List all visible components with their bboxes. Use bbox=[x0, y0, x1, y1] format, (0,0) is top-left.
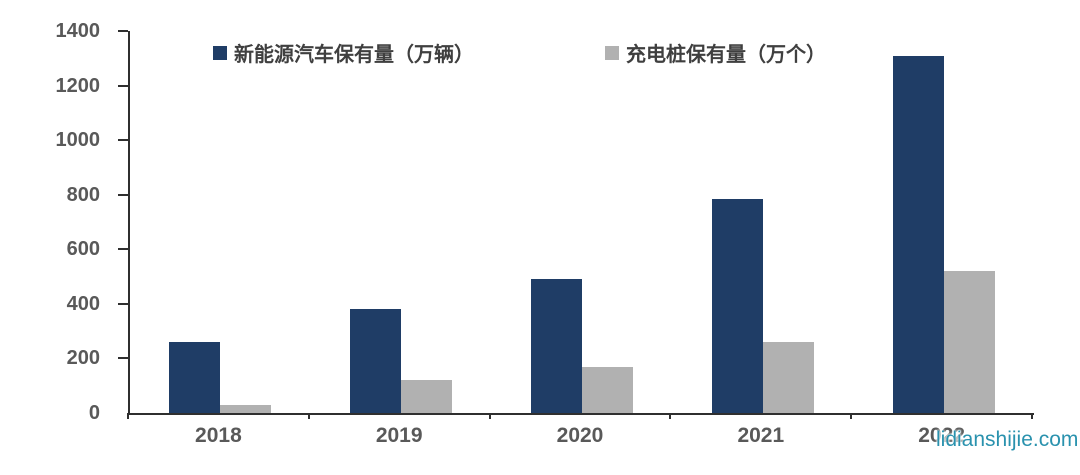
watermark: lidianshijie.com bbox=[936, 428, 1079, 451]
y-axis-tick-mark bbox=[118, 193, 128, 196]
x-axis-category-label: 2019 bbox=[375, 424, 423, 447]
x-axis-category-label: 2018 bbox=[195, 424, 242, 447]
legend-label-nev: 新能源汽车保有量（万辆） bbox=[234, 44, 474, 66]
y-axis-tick-mark bbox=[118, 139, 128, 142]
y-axis-tick-label: 200 bbox=[66, 347, 100, 370]
x-axis-category-label: 2020 bbox=[556, 424, 604, 447]
y-axis-tick-mark bbox=[118, 248, 128, 251]
legend-item-piles: 充电桩保有量（万个） bbox=[605, 38, 826, 67]
bar-2018-series-0 bbox=[169, 341, 221, 413]
x-axis-category-label: 2021 bbox=[737, 424, 785, 447]
bar-2020-series-0 bbox=[531, 278, 582, 413]
y-axis-tick-label: 400 bbox=[66, 292, 100, 315]
legend-label-piles: 充电桩保有量（万个） bbox=[626, 44, 826, 66]
legend-marker-piles-icon bbox=[605, 45, 619, 60]
y-axis-tick-label: 0 bbox=[88, 402, 100, 424]
y-axis-tick-label: 1400 bbox=[55, 20, 101, 42]
y-axis-tick-label: 1000 bbox=[55, 129, 101, 152]
x-axis-tick-mark bbox=[488, 413, 491, 419]
x-axis-tick-mark bbox=[307, 413, 310, 419]
x-axis-tick-mark bbox=[1031, 413, 1033, 419]
bar-2020-series-1 bbox=[582, 367, 633, 413]
legend-item-nev: 新能源汽车保有量（万辆） bbox=[213, 38, 474, 67]
bar-2021-series-1 bbox=[762, 341, 814, 413]
plot-area bbox=[128, 31, 1034, 415]
y-axis-tick-label: 600 bbox=[66, 238, 100, 261]
bar-2021-series-0 bbox=[711, 199, 763, 413]
bar-2019-series-0 bbox=[350, 309, 402, 413]
bar-2018-series-1 bbox=[220, 404, 272, 413]
y-axis-tick-label: 1200 bbox=[55, 74, 101, 97]
bar-2022-series-1 bbox=[943, 270, 995, 413]
bar-2019-series-1 bbox=[401, 379, 453, 413]
x-axis-category-label: 2022 bbox=[918, 424, 965, 447]
y-axis-tick-label: 800 bbox=[66, 183, 100, 206]
y-axis-tick-mark bbox=[118, 357, 128, 360]
y-axis-tick-mark bbox=[118, 30, 128, 32]
y-axis-tick-mark bbox=[118, 302, 128, 305]
y-axis-tick-mark bbox=[118, 84, 128, 87]
legend-marker-nev-icon bbox=[213, 45, 227, 60]
x-axis-tick-mark bbox=[127, 413, 129, 419]
x-axis-tick-mark bbox=[669, 413, 672, 419]
bar-2022-series-0 bbox=[892, 55, 944, 413]
x-axis-tick-mark bbox=[850, 413, 853, 419]
